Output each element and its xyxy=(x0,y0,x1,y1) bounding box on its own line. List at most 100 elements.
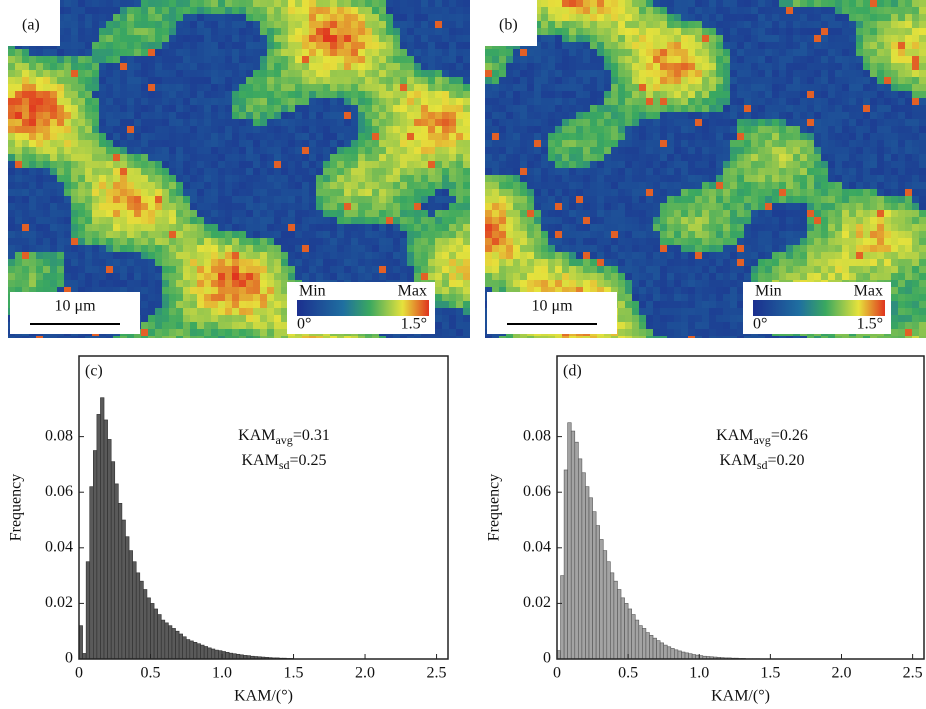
map-pixel xyxy=(281,7,288,14)
map-pixel xyxy=(225,98,232,105)
map-pixel xyxy=(141,287,148,294)
map-pixel xyxy=(127,203,134,210)
map-pixel xyxy=(253,119,260,126)
map-pixel xyxy=(148,238,155,245)
map-pixel xyxy=(78,238,85,245)
map-pixel xyxy=(499,210,506,217)
map-pixel xyxy=(723,336,730,338)
map-pixel xyxy=(611,224,618,231)
map-pixel xyxy=(442,224,449,231)
map-pixel xyxy=(288,28,295,35)
map-pixel xyxy=(351,189,358,196)
map-pixel xyxy=(618,105,625,112)
map-pixel xyxy=(337,140,344,147)
map-pixel xyxy=(632,84,639,91)
map-pixel xyxy=(379,231,386,238)
map-pixel xyxy=(485,140,492,147)
map-pixel xyxy=(288,21,295,28)
map-pixel xyxy=(113,231,120,238)
map-pixel xyxy=(442,322,449,329)
map-pixel xyxy=(358,7,365,14)
map-pixel xyxy=(169,322,176,329)
map-pixel xyxy=(618,56,625,63)
map-pixel xyxy=(78,189,85,196)
map-pixel xyxy=(625,49,632,56)
map-pixel xyxy=(681,336,688,338)
map-pixel xyxy=(379,161,386,168)
map-pixel xyxy=(449,231,456,238)
map-pixel xyxy=(372,21,379,28)
map-pixel xyxy=(702,56,709,63)
map-pixel xyxy=(506,273,513,280)
map-pixel xyxy=(92,259,99,266)
map-pixel xyxy=(78,245,85,252)
map-pixel xyxy=(379,77,386,84)
map-pixel xyxy=(36,140,43,147)
map-pixel xyxy=(716,161,723,168)
map-pixel xyxy=(681,84,688,91)
map-pixel xyxy=(134,273,141,280)
map-pixel xyxy=(288,42,295,49)
map-pixel xyxy=(92,119,99,126)
map-pixel xyxy=(134,154,141,161)
map-pixel xyxy=(723,63,730,70)
map-pixel xyxy=(288,266,295,273)
map-pixel xyxy=(456,63,463,70)
map-pixel xyxy=(709,77,716,84)
map-pixel xyxy=(190,259,197,266)
map-pixel xyxy=(64,182,71,189)
map-pixel xyxy=(106,77,113,84)
map-pixel xyxy=(246,210,253,217)
map-pixel xyxy=(407,0,414,7)
map-pixel xyxy=(50,231,57,238)
map-pixel xyxy=(653,336,660,338)
map-pixel xyxy=(520,140,527,147)
map-pixel xyxy=(43,189,50,196)
map-pixel xyxy=(407,56,414,63)
map-pixel xyxy=(365,168,372,175)
map-pixel xyxy=(155,287,162,294)
map-pixel xyxy=(428,168,435,175)
map-pixel xyxy=(548,210,555,217)
map-pixel xyxy=(520,189,527,196)
map-pixel xyxy=(176,119,183,126)
map-pixel xyxy=(674,287,681,294)
map-pixel xyxy=(442,252,449,259)
map-pixel xyxy=(442,56,449,63)
map-pixel xyxy=(148,196,155,203)
map-pixel xyxy=(400,98,407,105)
map-pixel xyxy=(562,161,569,168)
map-pixel xyxy=(569,21,576,28)
map-pixel xyxy=(155,84,162,91)
map-pixel xyxy=(379,189,386,196)
map-pixel xyxy=(330,224,337,231)
map-pixel xyxy=(463,259,470,266)
map-pixel xyxy=(218,154,225,161)
map-pixel xyxy=(155,112,162,119)
map-pixel xyxy=(253,294,260,301)
map-pixel xyxy=(428,140,435,147)
map-pixel xyxy=(534,98,541,105)
map-pixel xyxy=(99,154,106,161)
map-pixel xyxy=(106,126,113,133)
map-pixel xyxy=(190,161,197,168)
map-pixel xyxy=(253,301,260,308)
map-pixel xyxy=(660,182,667,189)
map-pixel xyxy=(702,112,709,119)
map-pixel xyxy=(723,182,730,189)
map-pixel xyxy=(674,294,681,301)
map-pixel xyxy=(218,0,225,7)
map-pixel xyxy=(99,266,106,273)
map-pixel xyxy=(449,140,456,147)
map-pixel xyxy=(527,224,534,231)
map-pixel xyxy=(625,84,632,91)
map-pixel xyxy=(513,126,520,133)
map-pixel xyxy=(50,91,57,98)
map-pixel xyxy=(155,182,162,189)
map-pixel xyxy=(681,329,688,336)
map-pixel xyxy=(583,112,590,119)
map-pixel xyxy=(527,84,534,91)
map-pixel xyxy=(351,133,358,140)
map-pixel xyxy=(148,56,155,63)
map-pixel xyxy=(78,105,85,112)
